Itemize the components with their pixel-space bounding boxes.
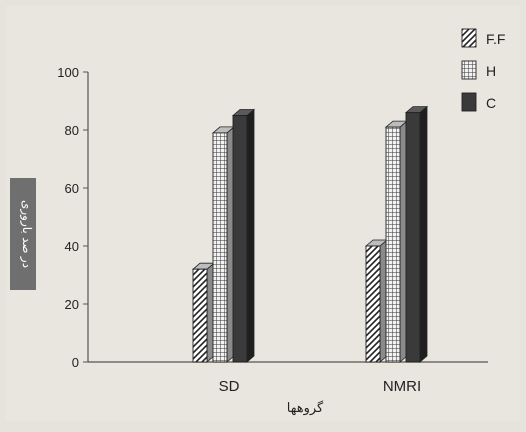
plot-background	[6, 6, 520, 421]
legend-label: C	[486, 95, 496, 111]
bar-front	[405, 112, 421, 363]
bar-front	[232, 115, 248, 363]
bar-front	[365, 245, 381, 363]
bar-front	[192, 268, 208, 363]
bar	[364, 239, 389, 363]
x-category-label: SD	[219, 378, 240, 395]
bar	[384, 120, 409, 363]
y-tick-label: 40	[65, 239, 79, 254]
legend-swatch	[461, 60, 477, 80]
bar-front	[385, 126, 401, 363]
legend-label: H	[486, 63, 496, 79]
y-axis-ticks: 0 20 40 60 80 100	[57, 65, 88, 370]
legend: F.F HC	[461, 28, 505, 112]
y-axis-title: در صد باروری	[20, 200, 34, 268]
bar	[211, 126, 236, 363]
legend-label: F.F	[486, 31, 505, 47]
bar-side	[246, 108, 255, 363]
y-tick-label: 80	[65, 123, 79, 138]
x-category-label: NMRI	[383, 378, 421, 395]
y-tick-label: 60	[65, 181, 79, 196]
x-axis-categories: SD NMRI	[219, 378, 422, 395]
legend-swatch	[461, 92, 477, 112]
legend-item: C	[461, 92, 496, 112]
bar	[231, 108, 256, 363]
y-tick-label: 20	[65, 297, 79, 312]
x-axis-title: گروهها	[287, 400, 324, 416]
bar-side	[419, 105, 428, 363]
bar	[191, 262, 216, 363]
legend-item: H	[461, 60, 496, 80]
y-tick-label: 0	[72, 355, 79, 370]
bars	[191, 105, 429, 363]
bar-front	[212, 132, 228, 363]
legend-swatch	[461, 28, 477, 48]
y-tick-label: 100	[57, 65, 79, 80]
y-axis-title-background	[10, 178, 36, 290]
bar	[404, 105, 429, 363]
y-axis-title-box: در صد باروری	[10, 178, 36, 290]
legend-item: F.F	[461, 28, 505, 48]
